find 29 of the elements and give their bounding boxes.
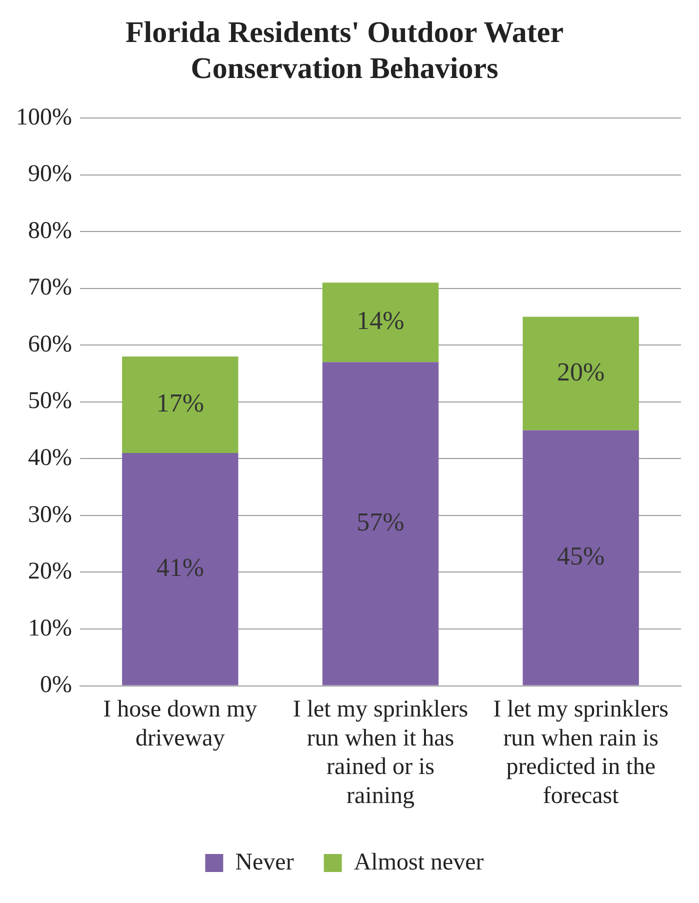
chart-title: Florida Residents' Outdoor Water Conservation Behaviors (125, 16, 564, 85)
bar (522, 430, 639, 686)
y-tick-label: 80% (28, 218, 72, 244)
bar (122, 356, 238, 453)
y-tick-label: 20% (28, 558, 72, 585)
bar (522, 316, 639, 430)
x-tick-label: I let my sprinklers run when it has rained or is raining (292, 696, 468, 809)
data-label: 20% (556, 357, 605, 386)
y-tick-label: 30% (28, 502, 72, 528)
y-tick-label: 70% (28, 274, 72, 301)
y-tick-label: 10% (28, 615, 72, 642)
y-tick-label: 90% (28, 161, 72, 188)
data-label: 14% (356, 306, 404, 336)
data-label: 45% (556, 542, 605, 571)
y-tick-label: 100% (16, 104, 72, 130)
x-tick-label: I hose down my driveway (103, 696, 258, 752)
y-tick-label: 0% (40, 672, 72, 698)
x-tick-label: I let my sprinklers run when rain is predicted in the forecast (493, 696, 668, 809)
y-tick-label: 50% (28, 388, 72, 414)
data-label: 41% (156, 552, 204, 582)
bar (122, 453, 238, 686)
y-tick-label: 40% (28, 444, 72, 471)
legend-label: Never (235, 849, 294, 876)
y-tick-label: 60% (28, 331, 72, 358)
data-label: 17% (156, 388, 204, 418)
data-label: 57% (356, 508, 404, 537)
bar (322, 362, 439, 686)
bar (322, 282, 439, 362)
legend-label: Almost never (354, 849, 484, 876)
